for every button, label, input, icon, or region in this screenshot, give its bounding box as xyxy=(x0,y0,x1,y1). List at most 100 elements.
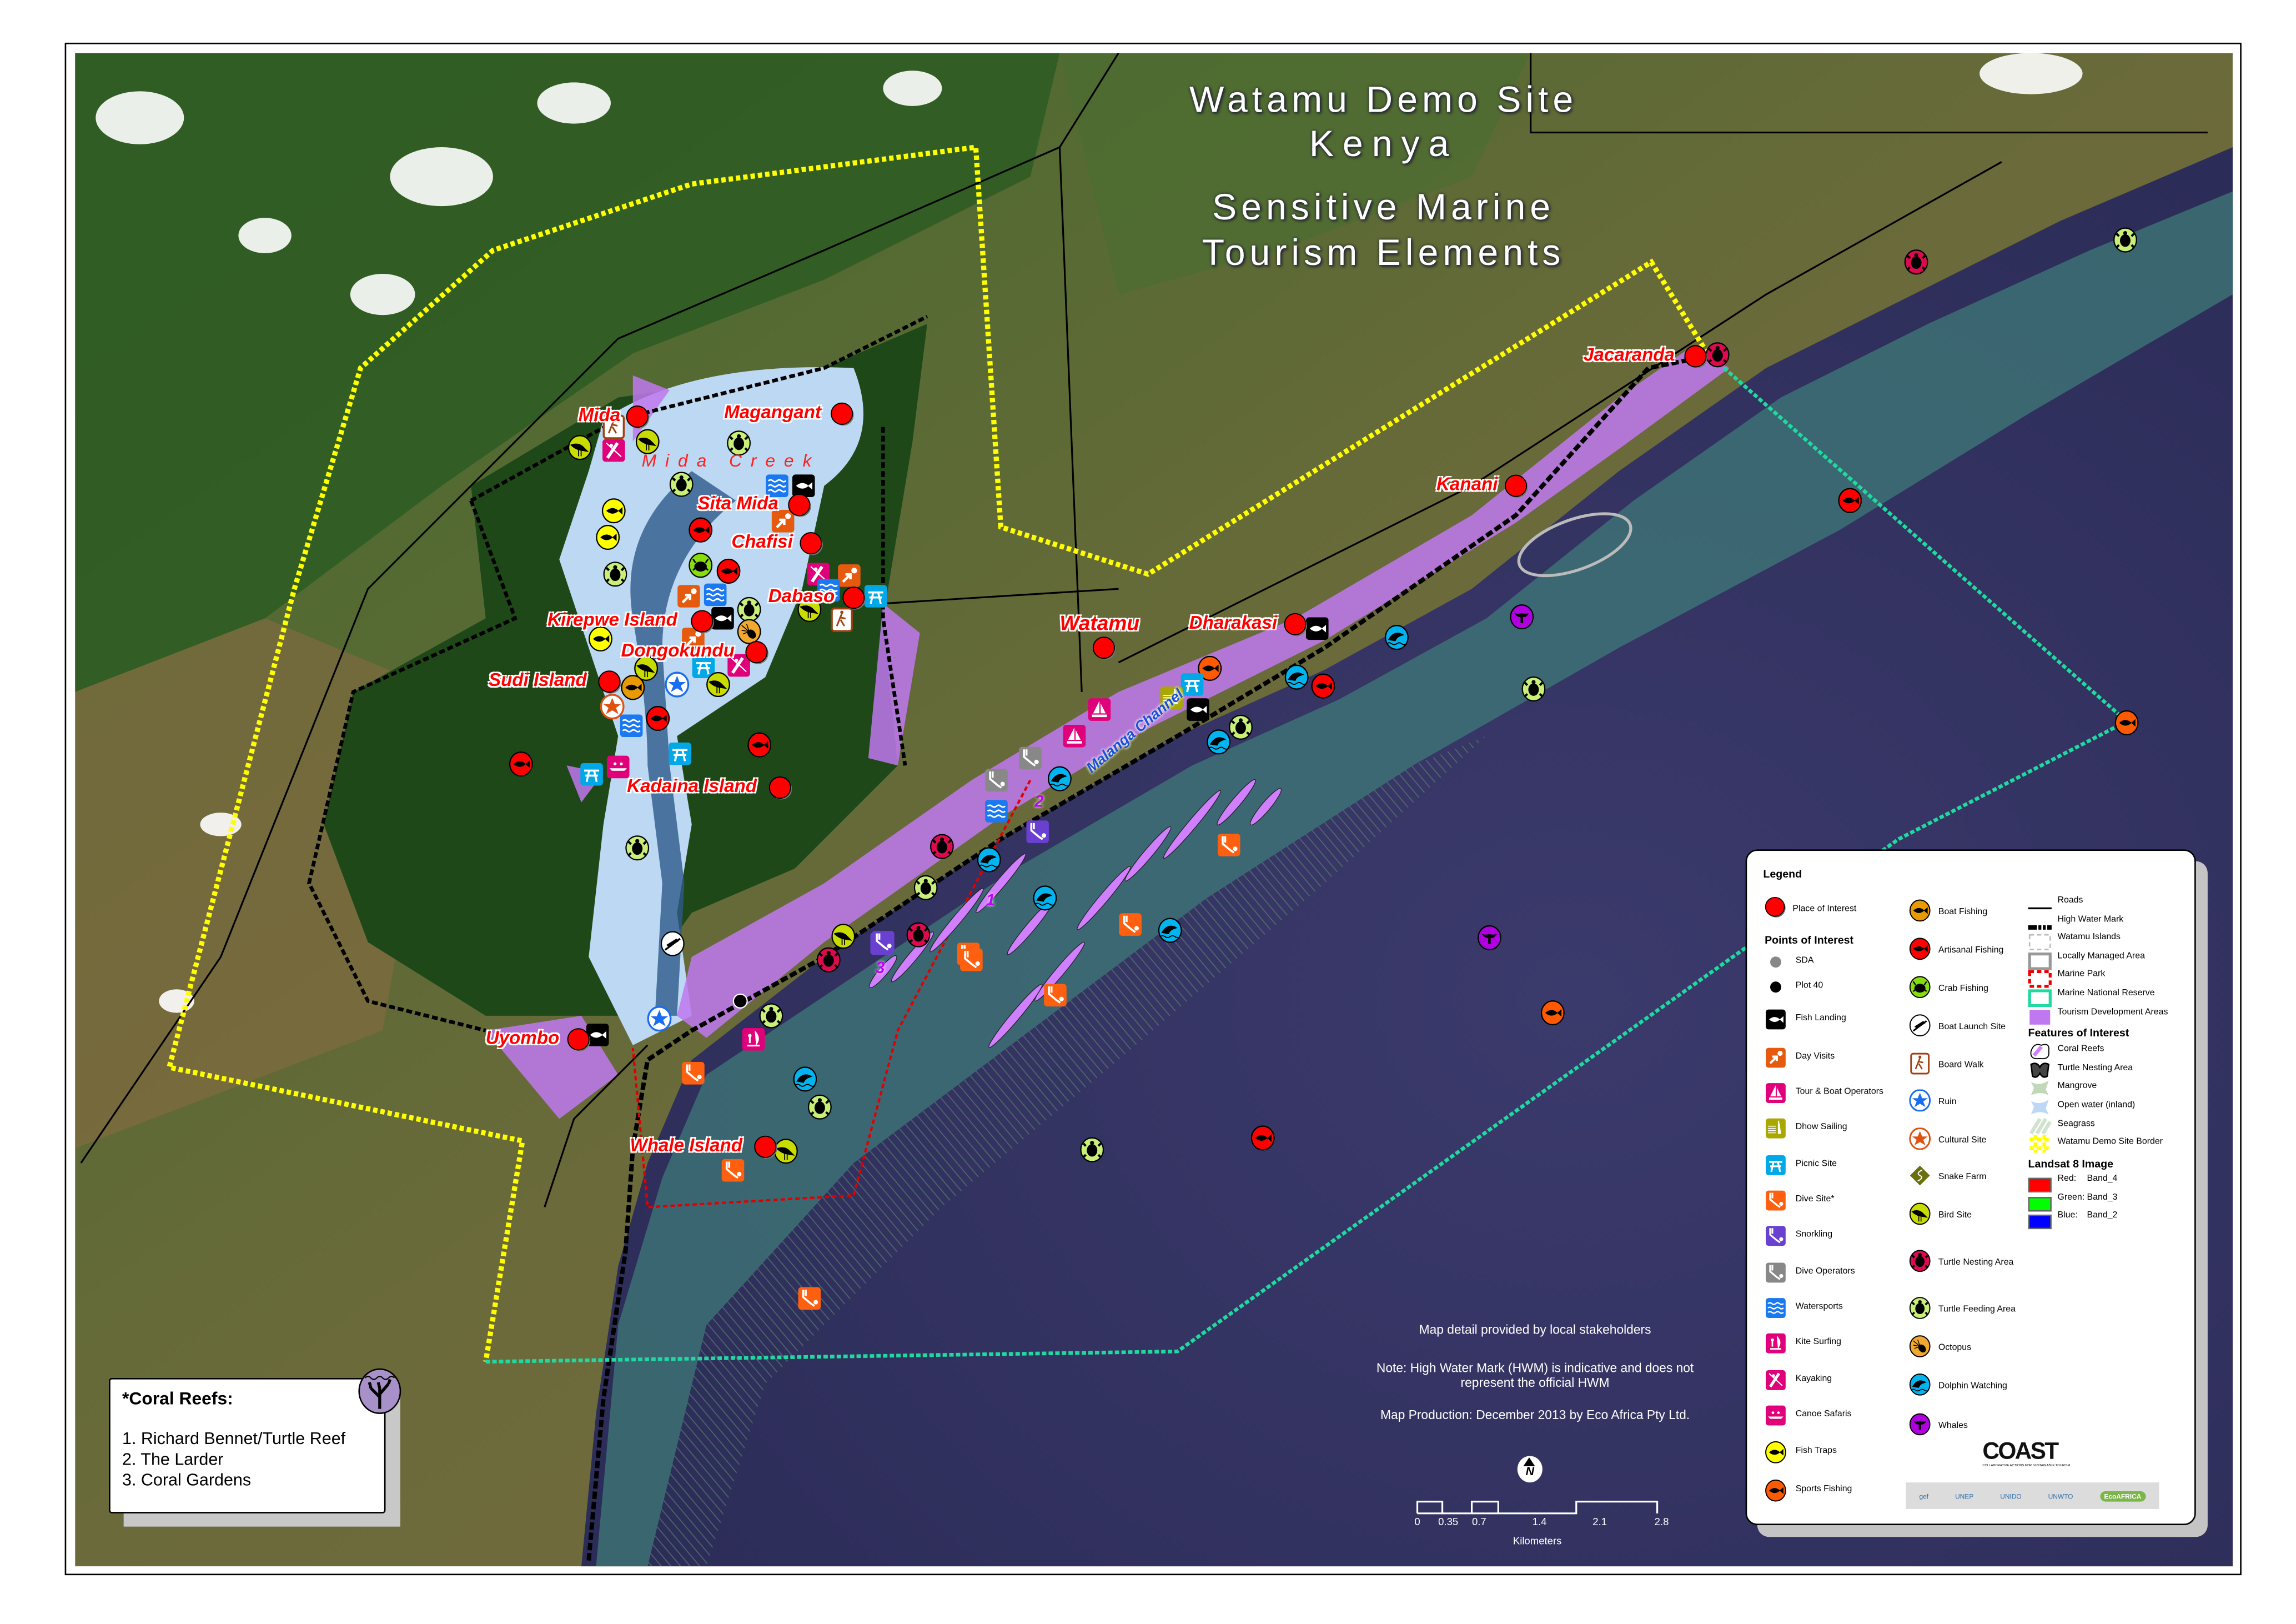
park-swatch xyxy=(2028,969,2052,995)
note-hwm: Note: High Water Mark (HWM) is indicativ… xyxy=(1376,1360,1694,1390)
fish-traps-icon xyxy=(596,524,620,550)
place-label: Chafisi xyxy=(731,531,793,552)
legend-item-label: Snake Farm xyxy=(1938,1173,1987,1182)
scale-bar xyxy=(1416,1501,1659,1515)
legend-panel: Legend Place of Interest Points of Inter… xyxy=(1745,849,2196,1526)
coral-reef xyxy=(1124,826,1172,882)
cultural-icon xyxy=(1909,1127,1931,1157)
legend-title: Legend xyxy=(1763,867,1802,881)
map-title-line2: Kenya xyxy=(1309,123,1458,165)
artisanal-icon xyxy=(509,751,533,777)
picnic-icon xyxy=(864,585,887,608)
whales-icon xyxy=(1478,925,1501,950)
place-marker xyxy=(745,641,768,664)
scale-tick: 2.8 xyxy=(1654,1517,1669,1528)
legend-item-label: Marine National Reserve xyxy=(2057,989,2155,999)
legend-item-label: Day Visits xyxy=(1795,1052,1835,1062)
turtle-feeding-icon xyxy=(603,562,627,587)
band-label: Red: xyxy=(2057,1175,2077,1184)
place-marker xyxy=(567,1028,591,1051)
place-marker xyxy=(831,402,854,426)
ruin-icon xyxy=(665,671,690,698)
ecoafrica-logo: EcoAFRICA xyxy=(2099,1490,2146,1501)
scale-tick: 0 xyxy=(1414,1517,1420,1528)
canoe-icon xyxy=(1765,1405,1787,1434)
band-label: Green: xyxy=(2057,1194,2085,1203)
turtle-nesting-icon xyxy=(930,834,954,859)
north-arrow-icon: N xyxy=(1517,1456,1543,1483)
whales-icon xyxy=(1909,1413,1931,1443)
legend-item-label: Crab Fishing xyxy=(1938,985,1989,994)
reef-number-2: 2 xyxy=(1034,793,1044,811)
lma-swatch xyxy=(2028,951,2052,978)
turtle-nesting-icon xyxy=(1904,249,1928,275)
locally-managed-area xyxy=(1517,512,1632,578)
legend-item-label: Ruin xyxy=(1938,1098,1957,1107)
legend-item-label: Mangrove xyxy=(2057,1082,2097,1091)
snake-farm-icon xyxy=(1909,1165,1931,1194)
scale-tick: 0.7 xyxy=(1471,1517,1486,1528)
turtle-feeding-icon xyxy=(1909,1297,1931,1326)
legend-item-label: Dive Site* xyxy=(1795,1195,1835,1205)
legend-item-label: Canoe Safaris xyxy=(1795,1410,1852,1420)
openwater-swatch xyxy=(2028,1097,2052,1125)
place-label: Uyombo xyxy=(485,1027,560,1049)
legend-item-label: Dolphin Watching xyxy=(1938,1382,2007,1391)
fish-traps-icon xyxy=(601,498,626,524)
coral-reef xyxy=(869,955,897,988)
note-stakeholders: Map detail provided by local stakeholder… xyxy=(1419,1322,1651,1337)
tour-boat-icon xyxy=(1088,698,1111,721)
partner-logos: gef UNEP UNIDO UNWTO EcoAFRICA xyxy=(1906,1482,2159,1509)
turtle-nesting-icon xyxy=(1705,342,1730,368)
place-marker xyxy=(800,532,823,555)
sports-fishing-icon xyxy=(1765,1479,1787,1509)
place-label: Sita Mida xyxy=(697,493,778,514)
tour-boat-icon xyxy=(1063,725,1086,748)
dive-operators-icon xyxy=(1765,1262,1787,1291)
place-marker xyxy=(1505,474,1528,498)
place-label: Kadaina Island xyxy=(627,775,757,796)
legend-item-label: Locally Managed Area xyxy=(2057,952,2145,961)
dive-site-icon xyxy=(682,1062,705,1085)
turtle-feeding-icon xyxy=(625,835,650,861)
mangrove-swatch xyxy=(2028,1077,2052,1105)
legend-item-label: Sports Fishing xyxy=(1795,1485,1852,1495)
map-title-line1: Watamu Demo Site xyxy=(1189,79,1578,121)
turtle-feeding-icon xyxy=(1521,676,1546,702)
band-swatch xyxy=(2028,1210,2052,1237)
turtle-feeding-icon xyxy=(759,1003,783,1029)
dolphin-icon xyxy=(793,1066,817,1092)
bird-icon xyxy=(567,435,592,460)
legend-item-label: Dhow Sailing xyxy=(1795,1123,1847,1132)
turtle-nesting-icon xyxy=(906,922,931,948)
place-label: Dharakasi xyxy=(1189,612,1278,633)
place-label: Sudi Island xyxy=(488,670,587,691)
legend-item-label: Kite Surfing xyxy=(1795,1338,1841,1347)
turtle-feeding-icon xyxy=(2113,227,2137,253)
legend-item-label: Turtle Feeding Area xyxy=(1938,1306,2016,1315)
forest xyxy=(75,53,1060,692)
forest xyxy=(1059,53,1531,295)
legend-item-label: Artisanal Fishing xyxy=(1938,946,2004,956)
dive-site-icon xyxy=(1044,984,1067,1007)
place-marker xyxy=(768,776,792,800)
kite-surfing-icon xyxy=(742,1028,765,1051)
band-value: Band_4 xyxy=(2087,1175,2118,1184)
turtle-feeding-icon xyxy=(669,472,694,497)
watersports-icon xyxy=(1765,1297,1787,1326)
picnic-icon xyxy=(669,742,691,765)
place-label: Dabaso xyxy=(768,585,835,607)
islands-swatch xyxy=(2028,932,2052,959)
sports-fishing-icon xyxy=(1540,1000,1565,1026)
place-marker xyxy=(626,405,650,429)
place-marker xyxy=(788,494,811,517)
picnic-icon xyxy=(692,655,715,678)
unido-logo: UNIDO xyxy=(2000,1492,2022,1500)
legend-item-label: Fish Traps xyxy=(1795,1447,1837,1456)
dive-operators-icon xyxy=(985,769,1008,792)
bird-icon xyxy=(774,1139,798,1164)
day-visits-icon xyxy=(682,628,705,650)
seagrass-swatch xyxy=(2028,1116,2052,1144)
bird-icon xyxy=(706,671,730,698)
